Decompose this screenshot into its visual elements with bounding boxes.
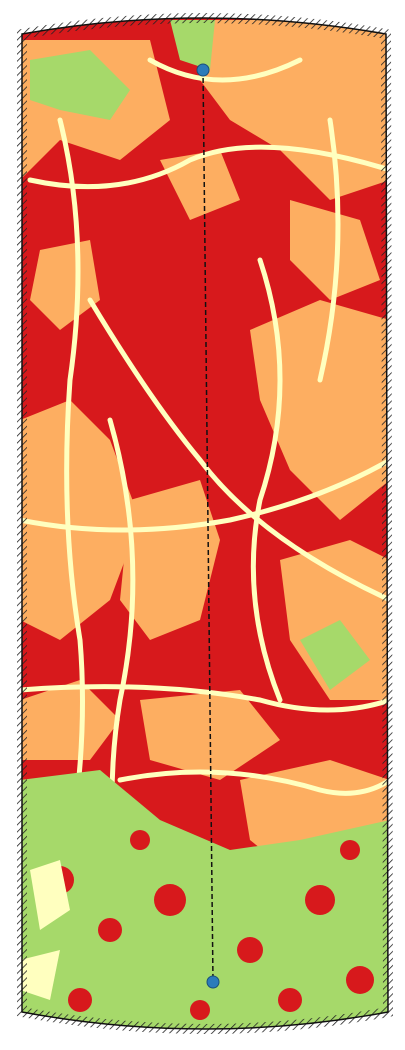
class-open <box>22 860 70 1000</box>
class-vegetation <box>22 20 388 1029</box>
transect-end <box>206 975 220 989</box>
transect-line <box>202 69 214 983</box>
transect-start <box>196 63 210 77</box>
boundary <box>21 17 389 1030</box>
